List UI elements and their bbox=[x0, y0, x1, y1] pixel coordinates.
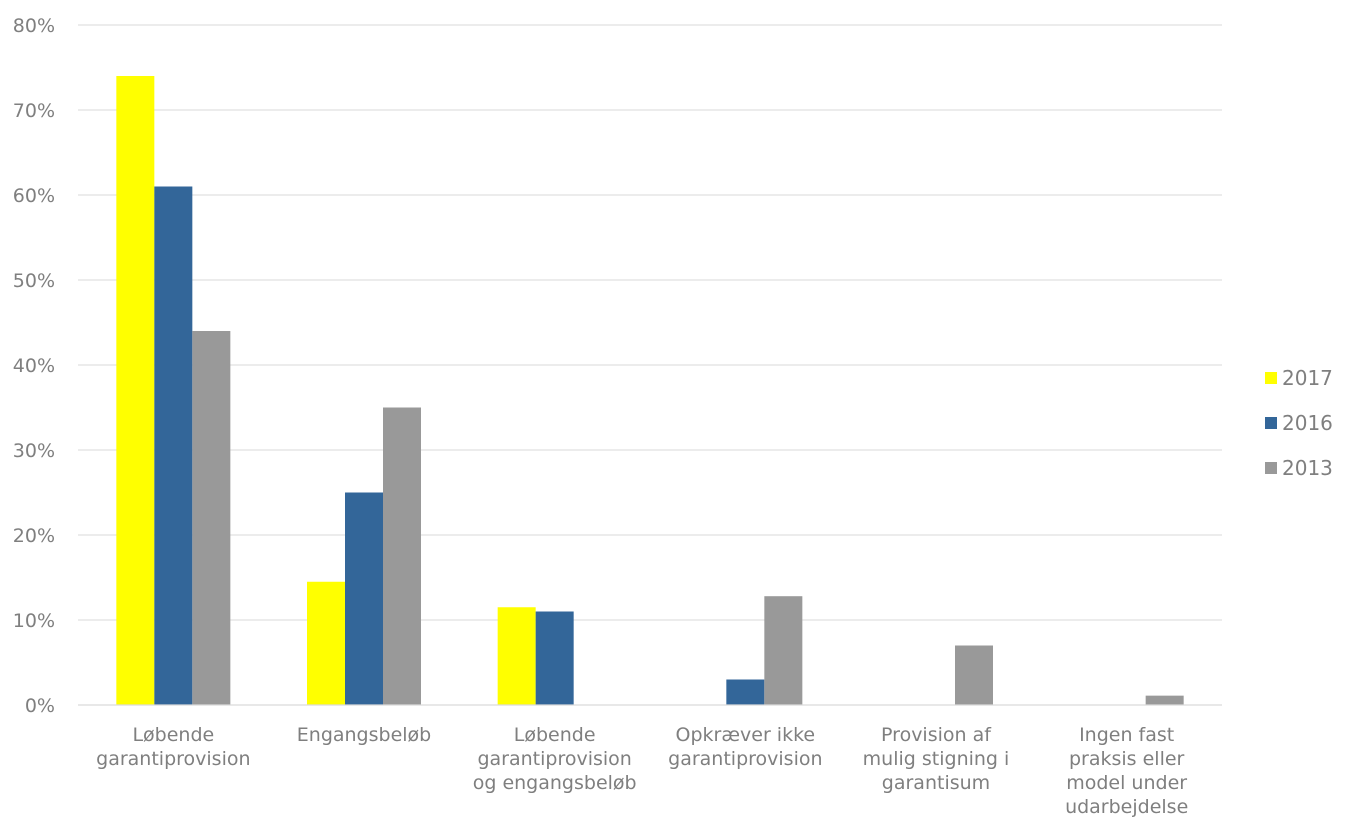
bar-2017 bbox=[307, 581, 345, 705]
bar-2017 bbox=[497, 607, 536, 705]
legend-swatch-2017 bbox=[1265, 372, 1277, 384]
y-tick-label: 50% bbox=[13, 270, 55, 292]
y-axis-ticks: 0% 10% 20% 30% 40% 50% 60% 70% 80% bbox=[13, 15, 55, 717]
bar-2016 bbox=[726, 679, 765, 705]
legend-label-2016: 2016 bbox=[1282, 411, 1333, 435]
bar-2013 bbox=[1145, 695, 1184, 705]
y-tick-label: 60% bbox=[13, 185, 55, 207]
x-category-label: Provision af mulig stigning i garantisum bbox=[863, 724, 1010, 794]
bar-2016 bbox=[535, 611, 574, 705]
x-axis-category-labels: Løbende garantiprovision Engangsbeløb Løben… bbox=[96, 724, 1188, 818]
legend-label-2017: 2017 bbox=[1282, 366, 1333, 390]
bar-2013 bbox=[383, 407, 421, 705]
bar-2016 bbox=[345, 492, 383, 705]
y-tick-label: 70% bbox=[13, 100, 55, 122]
x-category-label: Ingen fast praksis eller model under udarbe… bbox=[1065, 724, 1188, 818]
legend: 2017 2016 2013 bbox=[1265, 366, 1333, 480]
legend-swatch-2013 bbox=[1265, 462, 1277, 474]
y-tick-label: 0% bbox=[25, 695, 55, 717]
x-category-label: Engangsbeløb bbox=[297, 724, 431, 746]
x-category-label: Opkræver ikke garantiprovision bbox=[668, 724, 822, 770]
y-tick-label: 30% bbox=[13, 440, 55, 462]
bar-2017 bbox=[116, 76, 155, 705]
legend-swatch-2016 bbox=[1265, 417, 1277, 429]
x-category-label: Løbende garantiprovision og engangsbeløb bbox=[473, 724, 637, 794]
gridlines bbox=[78, 24, 1222, 621]
y-tick-label: 10% bbox=[13, 610, 55, 632]
bar-2016 bbox=[154, 186, 193, 705]
y-tick-label: 80% bbox=[13, 15, 55, 37]
bar-2013 bbox=[192, 331, 231, 705]
bars bbox=[116, 76, 1184, 705]
x-category-label: Løbende garantiprovision bbox=[96, 724, 250, 770]
legend-label-2013: 2013 bbox=[1282, 456, 1333, 480]
bar-2013 bbox=[764, 596, 803, 705]
y-tick-label: 20% bbox=[13, 525, 55, 547]
bar-2013 bbox=[955, 645, 993, 705]
y-tick-label: 40% bbox=[13, 355, 55, 377]
